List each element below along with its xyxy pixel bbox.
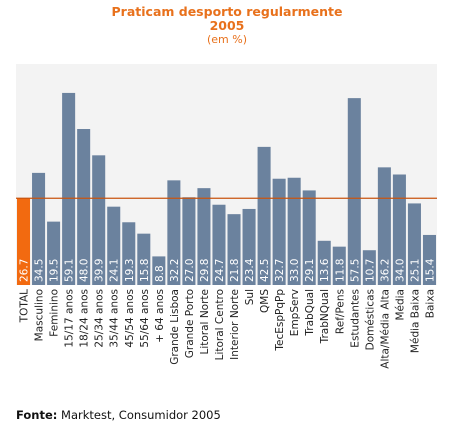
value-label-11: 27.0 (184, 259, 196, 282)
category-label-8: 55/64 anos (139, 289, 151, 348)
value-label-8: 15.8 (139, 259, 151, 282)
category-label-2: Feminino (49, 289, 61, 337)
category-label-5: 25/34 anos (94, 289, 106, 348)
value-label-4: 48.0 (79, 259, 91, 282)
category-label-14: Interior Norte (229, 289, 241, 360)
bar-25 (392, 174, 406, 285)
bar-21 (332, 246, 346, 285)
category-label-25: Média (394, 289, 406, 321)
value-label-17: 32.7 (274, 259, 286, 282)
category-label-12: Litoral Norte (199, 289, 211, 355)
value-label-14: 21.8 (229, 259, 241, 282)
category-label-21: Ref/Pens (334, 289, 346, 334)
category-label-7: 45/54 anos (124, 289, 136, 348)
bar-16 (257, 146, 271, 285)
value-label-20: 13.6 (319, 258, 331, 282)
category-label-26: Média Baixa (409, 289, 421, 353)
category-label-23: Domésticas (364, 289, 376, 350)
category-label-18: EmpServ (289, 289, 301, 336)
value-label-1: 34.5 (34, 259, 46, 282)
value-label-21: 11.8 (334, 259, 346, 282)
bar-1 (32, 172, 46, 285)
bar-23 (362, 250, 376, 285)
value-label-24: 36.2 (379, 259, 391, 282)
value-label-5: 39.9 (94, 259, 106, 282)
value-label-22: 57.5 (349, 259, 361, 282)
category-label-19: TrabQual (304, 289, 316, 337)
value-label-23: 10.7 (364, 259, 376, 282)
value-label-19: 29.1 (304, 259, 316, 282)
value-label-26: 25.1 (409, 259, 421, 282)
bar-6 (107, 206, 121, 285)
bar-15 (242, 208, 256, 285)
value-label-27: 15.4 (424, 258, 436, 282)
bar-19 (302, 190, 316, 285)
bar-14 (227, 214, 241, 285)
chart-title: Praticam desporto regularmente (111, 4, 343, 19)
source-note: Fonte: Marktest, Consumidor 2005 (16, 408, 221, 422)
category-label-6: 35/44 anos (109, 289, 121, 348)
value-label-9: 8.8 (154, 265, 166, 282)
bar-0 (17, 198, 31, 285)
category-label-11: Grande Porto (184, 289, 196, 358)
value-label-13: 24.7 (214, 259, 226, 282)
bar-11 (182, 197, 196, 285)
bar-13 (212, 204, 226, 285)
value-label-7: 19.3 (124, 259, 136, 282)
value-label-16: 42.5 (259, 259, 271, 282)
value-label-18: 33.0 (289, 259, 301, 282)
category-label-17: TecEspPqPp (274, 289, 286, 352)
source-label: Fonte: (16, 408, 58, 422)
source-text: Marktest, Consumidor 2005 (57, 408, 221, 422)
category-label-4: 18/24 anos (79, 289, 91, 348)
category-label-13: Litoral Centro (214, 289, 226, 360)
bar-8 (137, 233, 151, 285)
category-label-16: QMS (259, 289, 271, 313)
value-label-6: 24.1 (109, 259, 121, 282)
category-label-9: + 64 anos (154, 289, 166, 343)
category-label-24: Alta/Média Alta (379, 289, 391, 369)
bar-17 (272, 178, 286, 285)
bar-9 (152, 256, 166, 285)
value-label-0: 26.7 (19, 259, 31, 282)
bar-10 (167, 180, 181, 285)
bar-26 (407, 203, 421, 285)
bar-18 (287, 177, 301, 285)
category-label-22: Estudantes (349, 289, 361, 348)
value-label-2: 19.5 (49, 259, 61, 282)
value-label-10: 32.2 (169, 259, 181, 282)
chart-subtitle: (em %) (206, 33, 247, 46)
bar-12 (197, 188, 211, 285)
bar-24 (377, 167, 391, 285)
category-label-1: Masculino (34, 289, 46, 341)
bar-22 (347, 98, 361, 285)
category-label-27: Baixa (424, 289, 436, 318)
category-label-3: 15/17 anos (64, 289, 76, 348)
category-label-0: TOTAL (19, 289, 31, 323)
chart-title-year: 2005 (209, 18, 245, 33)
value-label-25: 34.0 (394, 259, 406, 282)
value-label-15: 23.4 (244, 258, 256, 282)
category-label-15: Sul (244, 289, 256, 305)
category-label-10: Grande Lisboa (169, 289, 181, 365)
bar-20 (317, 240, 331, 285)
bar-2 (47, 221, 61, 285)
bar-5 (92, 155, 106, 285)
value-label-3: 59.1 (64, 259, 76, 282)
category-label-20: TrabNQual (319, 289, 331, 344)
value-label-12: 29.8 (199, 259, 211, 282)
bar-4 (77, 129, 91, 285)
bar-7 (122, 222, 136, 285)
bar-27 (422, 234, 436, 285)
bar-3 (62, 92, 76, 285)
